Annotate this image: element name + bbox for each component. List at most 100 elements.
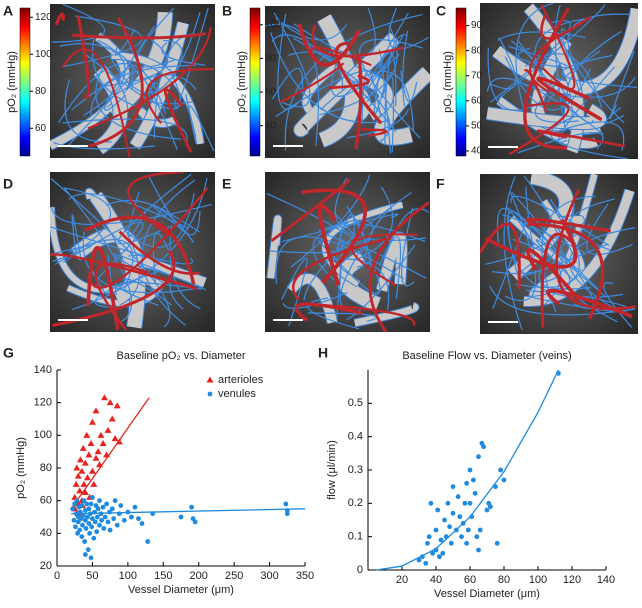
capillary <box>317 239 381 295</box>
point <box>83 474 91 481</box>
point <box>108 415 116 422</box>
arteriole <box>300 188 367 285</box>
point <box>88 418 96 425</box>
capillary <box>604 106 625 124</box>
arteriole <box>540 4 576 90</box>
capillary <box>82 231 196 294</box>
point <box>78 467 86 474</box>
point <box>74 498 80 504</box>
y-tick-label: 100 <box>34 429 52 441</box>
vessel <box>354 302 419 327</box>
point <box>129 514 134 520</box>
point <box>189 504 195 510</box>
y-tick-label: 0.3 <box>348 464 363 476</box>
vessel <box>90 192 139 305</box>
capillary <box>609 50 635 120</box>
point <box>87 440 95 446</box>
point <box>105 519 111 525</box>
capillary <box>281 257 308 327</box>
point <box>426 534 432 540</box>
point <box>472 490 478 496</box>
capillary <box>275 17 348 41</box>
point <box>85 547 91 553</box>
y-tick-label: 0 <box>357 564 363 576</box>
capillary <box>152 232 171 285</box>
point <box>84 501 90 507</box>
point <box>87 530 92 536</box>
colorbar <box>455 7 467 157</box>
y-axis-label: flow (μl/min) <box>326 440 338 500</box>
point <box>97 522 102 528</box>
arteriole <box>540 232 575 328</box>
arteriole <box>54 12 65 26</box>
point <box>425 540 430 546</box>
point <box>107 509 112 515</box>
point <box>477 527 483 533</box>
capillary <box>525 53 603 109</box>
point <box>111 516 117 522</box>
arteriole <box>85 215 196 285</box>
capillary <box>174 7 209 109</box>
capillary <box>558 66 616 143</box>
capillary <box>504 191 537 302</box>
arteriole <box>536 129 625 148</box>
y-tick-label: 80 <box>40 462 52 474</box>
arteriole <box>354 53 363 149</box>
colorbar-tick-label: 40 <box>265 120 277 131</box>
vessel <box>508 174 574 281</box>
capillary <box>489 285 635 316</box>
capillary <box>388 7 430 50</box>
colorbar-tick-label: 40 <box>471 146 483 157</box>
point <box>433 547 439 553</box>
colorbar-tick-label: 60 <box>471 95 483 106</box>
point <box>464 540 469 546</box>
capillary <box>503 176 523 331</box>
capillary <box>118 281 202 306</box>
point <box>97 431 105 438</box>
vessel <box>287 274 338 324</box>
chart-title: Baseline Flow vs. Diameter (veins) <box>402 350 571 362</box>
y-tick-label: 0.2 <box>348 497 363 509</box>
arteriole <box>360 128 388 137</box>
arteriole <box>118 230 200 275</box>
chart-title: Baseline pO₂ vs. Diameter <box>117 350 246 362</box>
capillary <box>487 47 545 111</box>
point <box>103 451 111 458</box>
arteriole <box>368 201 430 332</box>
capillary <box>148 177 201 236</box>
capillary <box>402 30 409 107</box>
colorbar-tick-label: 100 <box>35 49 52 60</box>
capillary <box>346 244 416 321</box>
capillary <box>50 226 193 265</box>
vessel <box>267 215 282 279</box>
point <box>469 514 475 520</box>
y-tick-label: 0.1 <box>348 531 363 543</box>
colorbar <box>249 7 261 157</box>
x-tick-label: 120 <box>563 574 581 586</box>
point <box>101 526 107 531</box>
panel-label: E <box>222 176 231 192</box>
capillary <box>59 43 144 83</box>
point <box>448 540 454 546</box>
point <box>81 459 89 466</box>
y-tick-label: 20 <box>40 560 52 572</box>
capillary <box>54 187 112 265</box>
x-tick-label: 100 <box>119 570 137 582</box>
point <box>100 394 108 401</box>
point <box>481 444 486 450</box>
point <box>92 519 98 525</box>
point <box>88 467 96 474</box>
point <box>109 506 115 512</box>
x-tick-label: 140 <box>597 574 615 586</box>
point <box>104 426 112 433</box>
arteriole <box>546 288 633 319</box>
point <box>493 484 498 490</box>
point <box>91 535 97 541</box>
y-tick-label: 0.4 <box>348 431 363 443</box>
point <box>87 511 93 517</box>
point <box>464 480 469 486</box>
point <box>114 522 120 528</box>
capillary <box>506 211 523 280</box>
capillary <box>266 193 372 268</box>
point <box>132 504 138 510</box>
